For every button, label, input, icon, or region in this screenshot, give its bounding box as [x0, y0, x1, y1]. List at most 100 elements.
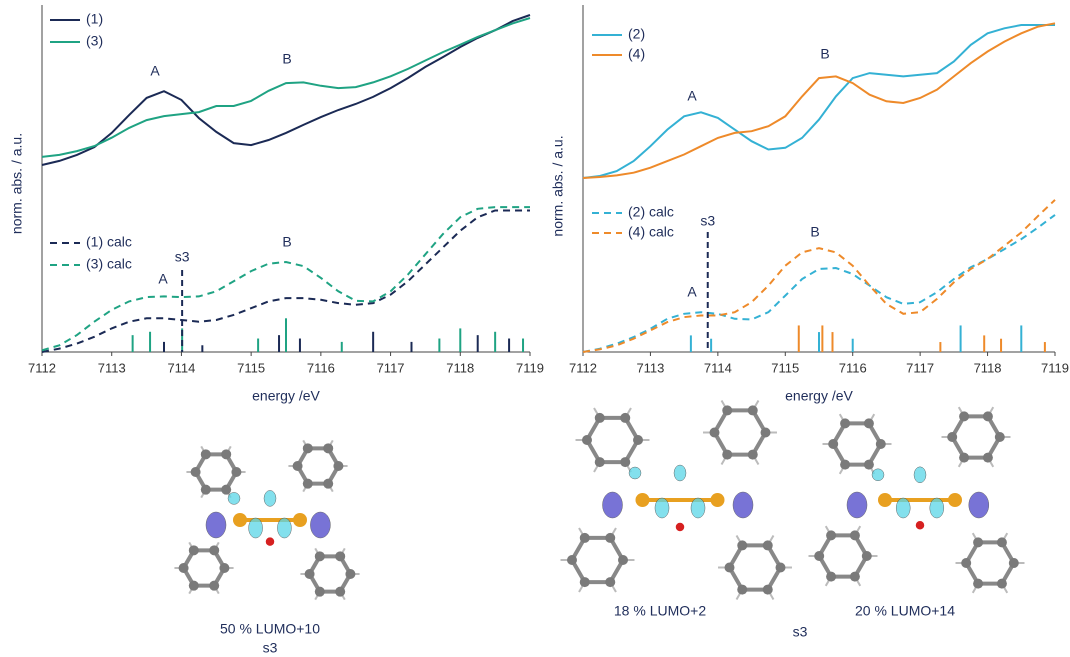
phosphorus	[293, 513, 307, 527]
orbital-lobe	[733, 492, 753, 518]
x-axis-label: energy /eV	[252, 388, 320, 404]
series-line	[583, 25, 1055, 178]
series-line	[42, 18, 530, 157]
x-tick-label: 7115	[237, 360, 265, 375]
atom	[959, 453, 969, 463]
x-tick-label: 7114	[704, 360, 732, 375]
atom	[710, 428, 720, 438]
atom	[191, 467, 201, 477]
peak-label: A	[150, 63, 160, 79]
atom	[567, 555, 577, 565]
orbital-lobe	[674, 465, 686, 481]
x-tick-label: 7117	[377, 360, 405, 375]
atom	[983, 453, 993, 463]
atom	[335, 551, 345, 561]
atom	[850, 530, 860, 540]
atom	[209, 545, 219, 555]
atom	[189, 545, 199, 555]
y-axis-label: norm. abs. / a.u.	[9, 133, 25, 234]
atom	[580, 577, 590, 587]
orbital-lobe	[264, 490, 276, 506]
atom	[983, 411, 993, 421]
atom	[595, 457, 605, 467]
atom	[605, 533, 615, 543]
orbital-lobe	[930, 498, 944, 518]
atom	[618, 555, 628, 565]
peak-label: B	[282, 234, 291, 250]
orbital-caption: 18 % LUMO+2	[614, 603, 706, 619]
x-tick-label: 7114	[167, 360, 195, 375]
atom	[959, 411, 969, 421]
x-tick-label: 7118	[446, 360, 474, 375]
x-tick-label: 7119	[516, 360, 544, 375]
legend-label: (4) calc	[628, 224, 674, 240]
orbital-lobe	[691, 498, 705, 518]
oxygen	[265, 537, 275, 547]
atom	[221, 485, 231, 495]
x-axis-label: energy /eV	[785, 388, 853, 404]
atom	[179, 563, 189, 573]
series-line	[42, 15, 530, 165]
atom	[826, 530, 836, 540]
peak-label: B	[810, 224, 819, 240]
molecule-renders	[174, 400, 1024, 599]
state-caption: s3	[793, 624, 808, 640]
x-tick-label: 7119	[1041, 360, 1069, 375]
legend-label: (4)	[628, 46, 645, 62]
atom	[620, 457, 630, 467]
atom	[333, 461, 343, 471]
orbital-lobe	[206, 512, 226, 538]
x-tick-label: 7117	[906, 360, 934, 375]
atom	[219, 563, 229, 573]
phosphorus	[233, 513, 247, 527]
atom	[995, 432, 1005, 442]
atom	[864, 460, 874, 470]
atom	[961, 558, 971, 568]
atom	[580, 533, 590, 543]
atom	[862, 551, 872, 561]
x-tick-label: 7116	[307, 360, 335, 375]
series-line	[583, 200, 1055, 352]
legend-label: (2) calc	[628, 204, 674, 220]
atom	[221, 449, 231, 459]
orbital-caption: 20 % LUMO+14	[855, 603, 955, 619]
atom	[864, 418, 874, 428]
peak-label: B	[820, 46, 829, 62]
atom	[850, 572, 860, 582]
atom	[840, 418, 850, 428]
atom	[323, 443, 333, 453]
atom	[997, 537, 1007, 547]
x-tick-label: 7112	[28, 360, 56, 375]
atom	[231, 467, 241, 477]
atom	[323, 479, 333, 489]
atom	[737, 585, 747, 595]
atom	[763, 585, 773, 595]
atom	[315, 551, 325, 561]
atom	[748, 450, 758, 460]
atom	[814, 551, 824, 561]
orbital-lobe	[310, 512, 330, 538]
x-tick-label: 7115	[771, 360, 799, 375]
atom	[303, 443, 313, 453]
legend-label: (2)	[628, 26, 645, 42]
peak-label: B	[282, 51, 291, 67]
atom	[722, 405, 732, 415]
orbital-lobe	[655, 498, 669, 518]
atom	[335, 587, 345, 597]
phosphorus	[948, 493, 962, 507]
state-marker-label: s3	[175, 249, 190, 265]
atom	[876, 439, 886, 449]
x-tick-label: 7113	[636, 360, 664, 375]
atom	[973, 537, 983, 547]
legend-label: (1)	[86, 11, 103, 27]
orbital-lobe	[969, 492, 989, 518]
atom	[345, 569, 355, 579]
legend-label: (1) calc	[86, 234, 132, 250]
state-caption: s3	[263, 640, 278, 656]
atom	[315, 587, 325, 597]
atom	[189, 581, 199, 591]
atom	[633, 435, 643, 445]
atom	[209, 581, 219, 591]
atom	[748, 405, 758, 415]
x-tick-label: 7113	[98, 360, 126, 375]
